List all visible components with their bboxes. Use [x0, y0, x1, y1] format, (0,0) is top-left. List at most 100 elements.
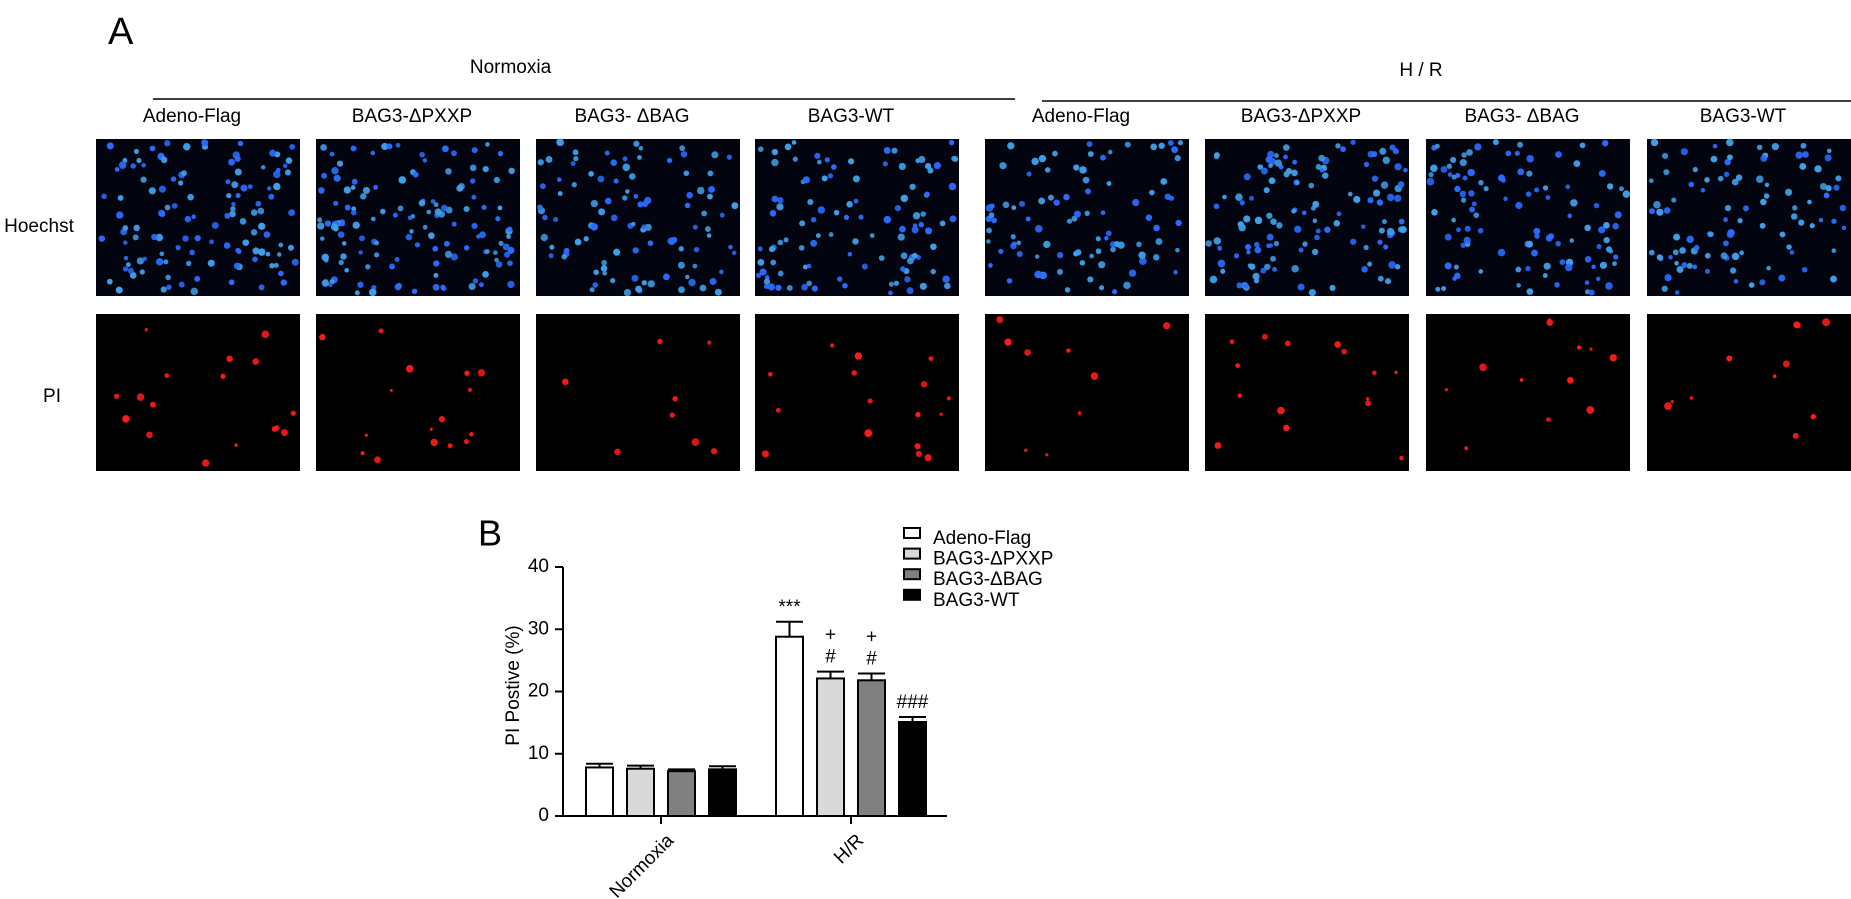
- nucleus: [549, 244, 555, 250]
- nucleus: [1274, 153, 1279, 158]
- nucleus: [507, 246, 515, 254]
- nucleus: [1459, 158, 1467, 167]
- nucleus: [1340, 146, 1347, 153]
- nucleus: [1128, 269, 1137, 277]
- nucleus: [1826, 148, 1832, 154]
- nucleus: [1052, 150, 1058, 157]
- nucleus: [497, 150, 504, 157]
- pi-cell: [691, 438, 700, 446]
- nucleus: [893, 280, 900, 286]
- nucleus: [719, 269, 724, 275]
- nucleus: [160, 286, 167, 293]
- nucleus: [106, 142, 114, 150]
- nucleus: [114, 167, 120, 172]
- legend-label: BAG3-WT: [933, 590, 1020, 611]
- pi-cell: [1235, 363, 1241, 369]
- nucleus: [1717, 175, 1724, 182]
- nucleus: [930, 243, 937, 251]
- nucleus: [764, 275, 770, 280]
- nucleus: [986, 227, 992, 234]
- nucleus: [350, 185, 356, 190]
- nucleus: [374, 252, 380, 258]
- nucleus: [478, 282, 484, 288]
- pi-cell: [261, 330, 270, 339]
- nucleus: [988, 212, 995, 219]
- nucleus: [821, 175, 828, 182]
- nucleus: [433, 260, 440, 267]
- significance-label: +: [825, 625, 836, 646]
- nucleus: [432, 283, 440, 291]
- nucleus: [1612, 222, 1619, 230]
- nucleus: [433, 272, 439, 278]
- nucleus: [704, 226, 711, 232]
- pi-cell: [1567, 376, 1574, 384]
- nucleus: [1298, 247, 1304, 253]
- pi-cell: [851, 370, 857, 376]
- nucleus: [1149, 189, 1155, 196]
- significance-label: #: [866, 648, 877, 669]
- nucleus: [1158, 142, 1165, 149]
- nucleus: [574, 238, 582, 246]
- bar: [898, 721, 927, 817]
- nucleus: [485, 142, 490, 147]
- x-tick-label: H/R: [830, 830, 868, 868]
- nucleus: [1104, 236, 1109, 241]
- nucleus: [1710, 155, 1718, 163]
- column-label: BAG3- ΔBAG: [574, 106, 689, 127]
- nucleus: [1274, 159, 1283, 167]
- nucleus: [398, 176, 407, 184]
- nucleus: [171, 202, 178, 209]
- nucleus: [1648, 178, 1654, 184]
- pi-cell: [122, 415, 130, 423]
- nucleus: [771, 195, 779, 203]
- nucleus: [1266, 233, 1274, 241]
- nucleus: [1361, 224, 1366, 229]
- nucleus: [1759, 222, 1766, 229]
- nucleus: [1335, 143, 1341, 149]
- nucleus: [1456, 227, 1461, 233]
- nucleus: [1382, 156, 1390, 164]
- nucleus: [273, 262, 279, 268]
- nucleus: [1035, 225, 1043, 233]
- nucleus: [802, 264, 808, 270]
- nucleus: [508, 167, 515, 175]
- pi-cell: [1726, 355, 1733, 362]
- nucleus: [261, 165, 266, 170]
- nucleus: [1167, 140, 1174, 146]
- nucleus: [328, 282, 333, 287]
- nucleus: [434, 208, 442, 216]
- nucleus: [504, 251, 511, 258]
- nucleus: [1336, 211, 1342, 217]
- nucleus: [1460, 197, 1467, 203]
- nucleus: [123, 255, 129, 261]
- nucleus: [133, 148, 139, 155]
- micrograph: [96, 139, 300, 296]
- nucleus: [340, 253, 347, 260]
- legend-swatch: [903, 568, 921, 581]
- pi-cell: [1479, 363, 1487, 372]
- nucleus: [1503, 196, 1508, 202]
- nucleus: [139, 269, 145, 275]
- nucleus: [688, 278, 696, 287]
- nucleus: [666, 157, 673, 164]
- nucleus: [117, 194, 124, 201]
- x-tick-label: Normoxia: [606, 830, 679, 899]
- nucleus: [706, 233, 712, 238]
- nucleus: [810, 216, 817, 223]
- nucleus: [126, 262, 131, 267]
- nucleus: [806, 263, 812, 269]
- pi-cell: [1365, 397, 1370, 401]
- nucleus: [1605, 282, 1613, 290]
- nucleus: [1010, 234, 1016, 240]
- nucleus: [1247, 263, 1253, 269]
- micrograph: [755, 314, 959, 471]
- nucleus: [358, 250, 363, 255]
- nucleus: [1515, 201, 1523, 210]
- nucleus: [1350, 139, 1356, 145]
- nucleus: [1100, 210, 1106, 216]
- nucleus: [1656, 208, 1664, 216]
- nucleus: [557, 191, 563, 197]
- nucleus: [763, 278, 771, 285]
- nucleus: [731, 202, 739, 210]
- nucleus: [469, 164, 477, 172]
